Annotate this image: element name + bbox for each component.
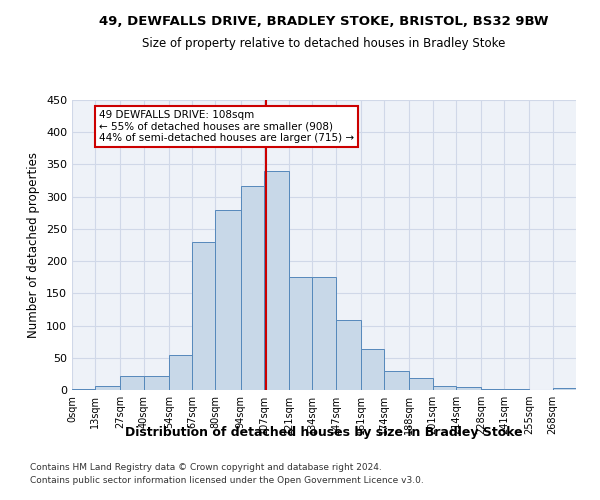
Bar — [215, 210, 241, 390]
Bar — [553, 388, 576, 390]
Text: 49, DEWFALLS DRIVE, BRADLEY STOKE, BRISTOL, BS32 9BW: 49, DEWFALLS DRIVE, BRADLEY STOKE, BRIST… — [99, 15, 549, 28]
Y-axis label: Number of detached properties: Number of detached properties — [28, 152, 40, 338]
Text: Contains HM Land Registry data © Crown copyright and database right 2024.: Contains HM Land Registry data © Crown c… — [30, 464, 382, 472]
Bar — [433, 386, 456, 390]
Bar — [361, 350, 384, 390]
Bar — [144, 376, 169, 390]
Bar — [456, 388, 481, 390]
Bar — [335, 320, 361, 390]
Bar — [481, 388, 504, 390]
Bar — [313, 277, 335, 390]
Bar — [384, 370, 409, 390]
Bar — [241, 186, 264, 390]
Text: Distribution of detached houses by size in Bradley Stoke: Distribution of detached houses by size … — [125, 426, 523, 439]
Bar — [504, 388, 529, 390]
Bar — [121, 376, 144, 390]
Text: Size of property relative to detached houses in Bradley Stoke: Size of property relative to detached ho… — [142, 38, 506, 51]
Bar — [72, 388, 95, 390]
Text: 49 DEWFALLS DRIVE: 108sqm
← 55% of detached houses are smaller (908)
44% of semi: 49 DEWFALLS DRIVE: 108sqm ← 55% of detac… — [99, 110, 354, 143]
Bar — [192, 242, 215, 390]
Text: Contains public sector information licensed under the Open Government Licence v3: Contains public sector information licen… — [30, 476, 424, 485]
Bar — [409, 378, 433, 390]
Bar — [264, 171, 289, 390]
Bar — [169, 355, 192, 390]
Bar — [289, 277, 313, 390]
Bar — [95, 386, 121, 390]
